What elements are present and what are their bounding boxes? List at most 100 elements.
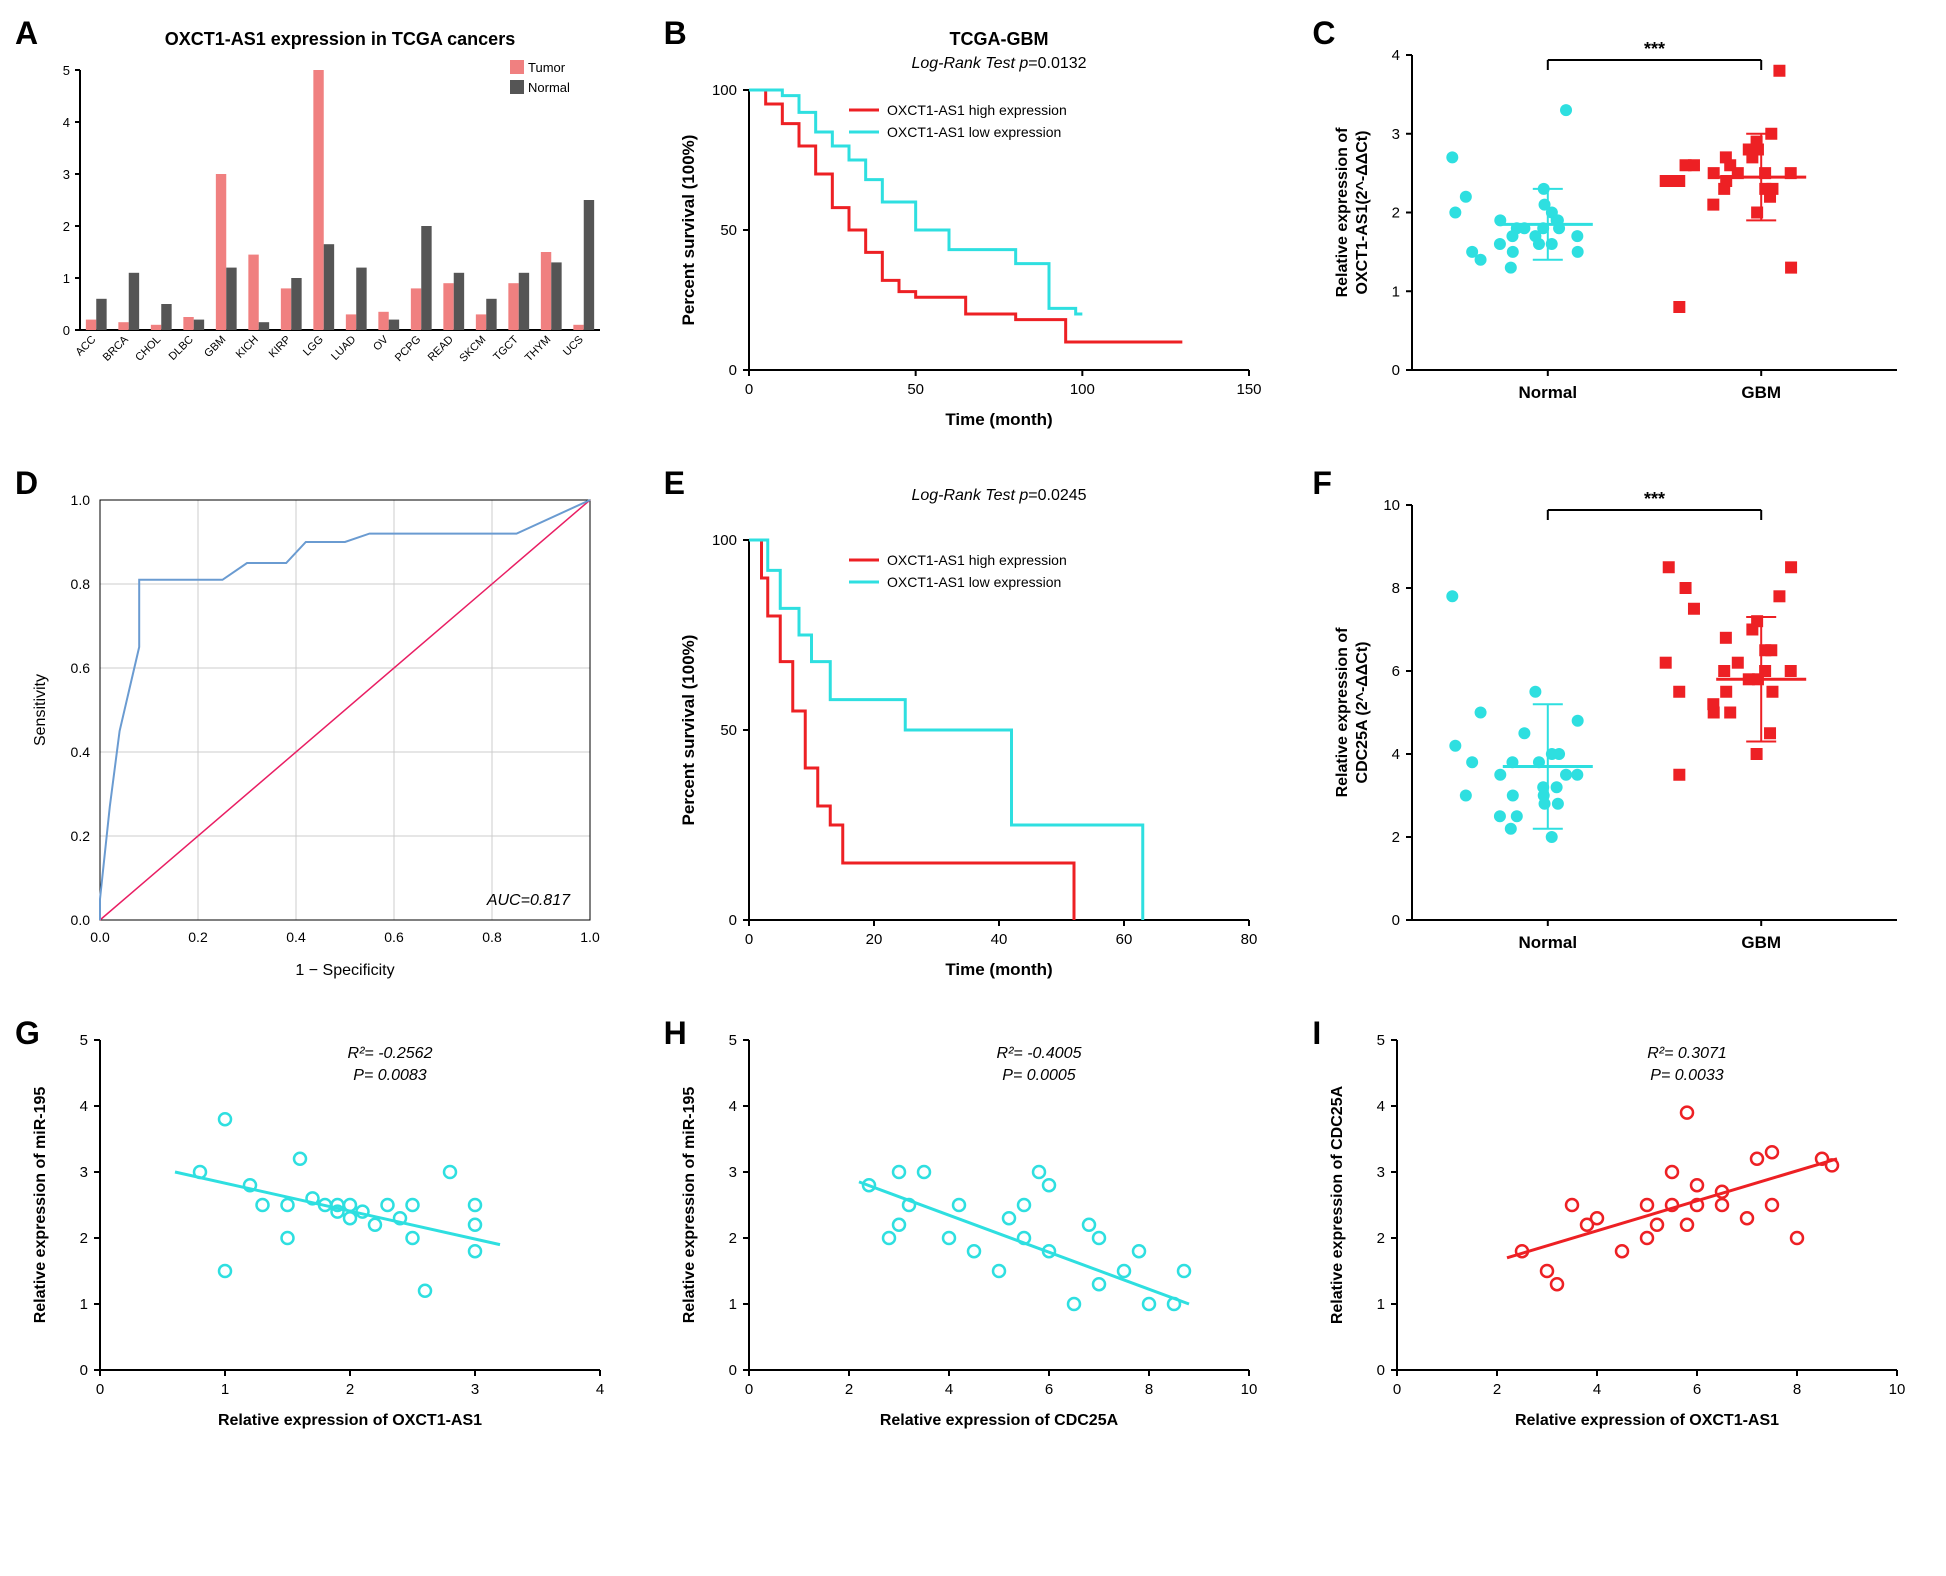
svg-text:Relative expression of miR-195: Relative expression of miR-195 — [32, 1087, 49, 1324]
svg-text:8: 8 — [1144, 1381, 1152, 1398]
svg-text:3: 3 — [1392, 126, 1400, 143]
svg-text:OXCT1-AS1 expression in TCGA c: OXCT1-AS1 expression in TCGA cancers — [165, 29, 515, 49]
svg-text:5: 5 — [728, 1032, 736, 1049]
panel-D-label: D — [15, 465, 38, 502]
svg-text:60: 60 — [1115, 931, 1132, 948]
svg-text:R²= 0.3071: R²= 0.3071 — [1648, 1045, 1728, 1062]
svg-text:Log-Rank Test p=0.0132: Log-Rank Test p=0.0132 — [911, 55, 1086, 72]
svg-text:0: 0 — [80, 1362, 88, 1379]
svg-text:100: 100 — [712, 532, 737, 549]
svg-text:0: 0 — [744, 1381, 752, 1398]
svg-text:0.4: 0.4 — [71, 744, 91, 760]
svg-text:GBM: GBM — [1742, 383, 1782, 402]
svg-text:PCPG: PCPG — [393, 334, 424, 365]
svg-text:0: 0 — [728, 1362, 736, 1379]
svg-text:0.8: 0.8 — [482, 929, 502, 945]
svg-text:Relative expression of OXCT1-A: Relative expression of OXCT1-AS1 — [218, 1412, 482, 1429]
svg-text:2: 2 — [1377, 1230, 1385, 1247]
svg-text:0.0: 0.0 — [90, 929, 110, 945]
svg-text:0: 0 — [744, 931, 752, 948]
svg-text:Tumor: Tumor — [528, 60, 566, 75]
svg-text:0.2: 0.2 — [71, 828, 91, 844]
panel-B-chart: TCGA-GBMLog-Rank Test p=0.01320501001500… — [669, 20, 1269, 440]
panel-C: C 01234Relative expression ofOXCT1-AS1(2… — [1317, 20, 1926, 440]
svg-text:100: 100 — [1069, 381, 1094, 398]
svg-text:Relative expression of miR-195: Relative expression of miR-195 — [681, 1087, 698, 1324]
svg-text:Relative expression of CDC25A: Relative expression of CDC25A — [880, 1412, 1119, 1429]
svg-text:Percent survival (100%): Percent survival (100%) — [679, 135, 698, 326]
svg-text:***: *** — [1644, 39, 1665, 59]
svg-text:THYM: THYM — [523, 334, 554, 365]
panel-I-chart: 0246810012345Relative expression of OXCT… — [1317, 1020, 1917, 1440]
svg-text:OXCT1-AS1 high expression: OXCT1-AS1 high expression — [887, 552, 1067, 568]
svg-text:3: 3 — [80, 1164, 88, 1181]
svg-text:5: 5 — [63, 63, 70, 78]
svg-text:20: 20 — [865, 931, 882, 948]
svg-text:Relative expression of OXCT1-A: Relative expression of OXCT1-AS1 — [1515, 1412, 1779, 1429]
svg-text:10: 10 — [1384, 497, 1401, 514]
svg-text:KIRP: KIRP — [267, 334, 294, 361]
svg-text:10: 10 — [1240, 1381, 1257, 1398]
svg-text:SKCM: SKCM — [457, 334, 488, 365]
svg-text:2: 2 — [1392, 205, 1400, 222]
svg-text:Relative expression ofCDC25A (: Relative expression ofCDC25A (2^-ΔΔCt) — [1334, 627, 1371, 798]
svg-text:40: 40 — [990, 931, 1007, 948]
svg-text:P= 0.0033: P= 0.0033 — [1651, 1067, 1725, 1084]
panel-B-label: B — [664, 15, 687, 52]
panel-A-chart: OXCT1-AS1 expression in TCGA cancers Tumo… — [20, 20, 620, 440]
svg-text:3: 3 — [471, 1381, 479, 1398]
svg-text:6: 6 — [1392, 663, 1400, 680]
svg-text:Relative expression ofOXCT1-AS: Relative expression ofOXCT1-AS1(2^-ΔΔCt) — [1334, 127, 1371, 298]
svg-text:0.6: 0.6 — [384, 929, 404, 945]
svg-text:P= 0.0005: P= 0.0005 — [1002, 1067, 1076, 1084]
panel-C-label: C — [1312, 15, 1335, 52]
svg-text:4: 4 — [1377, 1098, 1385, 1115]
svg-text:3: 3 — [1377, 1164, 1385, 1181]
svg-text:0.2: 0.2 — [188, 929, 208, 945]
svg-text:0: 0 — [744, 381, 752, 398]
svg-text:KICH: KICH — [234, 334, 261, 361]
svg-text:1: 1 — [728, 1296, 736, 1313]
svg-text:ACC: ACC — [73, 334, 98, 359]
svg-text:80: 80 — [1240, 931, 1257, 948]
panel-G-chart: 01234012345Relative expression of OXCT1-… — [20, 1020, 620, 1440]
figure-grid: A OXCT1-AS1 expression in TCGA cancersTu… — [20, 20, 1926, 1440]
svg-text:10: 10 — [1889, 1381, 1906, 1398]
svg-text:4: 4 — [1593, 1381, 1601, 1398]
svg-text:GBM: GBM — [202, 334, 228, 360]
svg-text:Time (month): Time (month) — [945, 960, 1052, 979]
svg-text:GBM: GBM — [1742, 933, 1782, 952]
panel-E-chart: Log-Rank Test p=0.0245020406080050100Tim… — [669, 470, 1269, 990]
svg-text:4: 4 — [63, 115, 70, 130]
svg-text:Normal: Normal — [528, 80, 570, 95]
svg-text:Percent survival (100%): Percent survival (100%) — [679, 635, 698, 826]
svg-text:8: 8 — [1392, 580, 1400, 597]
panel-H: H 0246810012345Relative expression of CD… — [669, 1020, 1278, 1440]
svg-text:0.0: 0.0 — [71, 912, 91, 928]
svg-text:2: 2 — [346, 1381, 354, 1398]
svg-text:OXCT1-AS1 low expression: OXCT1-AS1 low expression — [887, 574, 1061, 590]
panel-D-chart: 0.00.20.40.60.81.00.00.20.40.60.81.01 − … — [20, 470, 620, 990]
svg-text:TGCT: TGCT — [491, 333, 521, 363]
panel-D: D 0.00.20.40.60.81.00.00.20.40.60.81.01 … — [20, 470, 629, 990]
panel-H-chart: 0246810012345Relative expression of CDC2… — [669, 1020, 1269, 1440]
svg-text:3: 3 — [728, 1164, 736, 1181]
panel-G: G 01234012345Relative expression of OXCT… — [20, 1020, 629, 1440]
svg-text:UCS: UCS — [561, 334, 586, 359]
svg-text:OXCT1-AS1 low expression: OXCT1-AS1 low expression — [887, 124, 1061, 140]
svg-text:CHOL: CHOL — [133, 334, 163, 364]
svg-text:4: 4 — [944, 1381, 952, 1398]
svg-text:LUAD: LUAD — [329, 334, 358, 363]
svg-text:1: 1 — [1377, 1296, 1385, 1313]
svg-text:Time (month): Time (month) — [945, 410, 1052, 429]
panel-F-chart: 0246810Relative expression ofCDC25A (2^-… — [1317, 470, 1917, 990]
svg-text:Sensitivity: Sensitivity — [32, 674, 49, 746]
svg-text:1.0: 1.0 — [580, 929, 600, 945]
svg-text:AUC=0.817: AUC=0.817 — [486, 892, 571, 909]
svg-text:4: 4 — [1392, 47, 1400, 64]
panel-E-label: E — [664, 465, 685, 502]
svg-text:4: 4 — [80, 1098, 88, 1115]
svg-text:LGG: LGG — [301, 334, 326, 359]
svg-text:BRCA: BRCA — [101, 333, 132, 364]
svg-text:0.8: 0.8 — [71, 576, 91, 592]
